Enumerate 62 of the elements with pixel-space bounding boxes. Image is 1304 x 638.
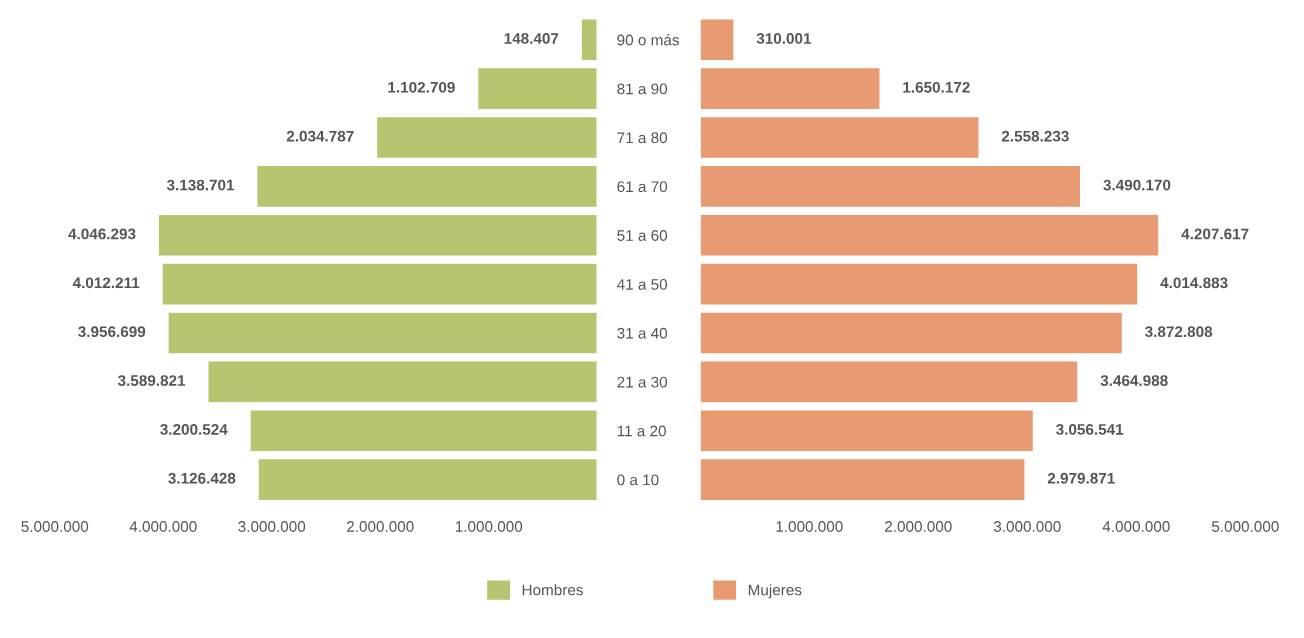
data-label: 4.012.211	[72, 277, 140, 289]
bar	[700, 262, 1139, 306]
x-tick-label: 4.000.000	[129, 521, 197, 532]
x-tick-label: 5.000.000	[21, 521, 89, 532]
x-tick-label: 3.000.000	[238, 521, 306, 532]
data-label: 4.014.883	[1160, 277, 1228, 289]
data-label: 3.589.821	[117, 375, 186, 386]
data-label: 3.056.541	[1056, 424, 1124, 435]
y-tick-label: 21 a 30	[617, 376, 668, 388]
x-tick-label: 5.000.000	[1211, 521, 1279, 532]
legend-label: Hombres	[522, 584, 583, 596]
data-label: 1.102.709	[388, 81, 455, 93]
data-label: 3.138.701	[166, 179, 235, 191]
bar	[375, 115, 598, 160]
x-tick-label: 1.000.000	[455, 521, 523, 532]
bar	[700, 360, 1079, 404]
legend-label: Mujeres	[748, 584, 802, 599]
bar	[167, 311, 598, 355]
bar	[700, 213, 1160, 257]
x-tick-label: 2.000.000	[885, 521, 952, 532]
bar	[700, 457, 1026, 502]
y-tick-label: 31 a 40	[617, 327, 668, 339]
x-tick-label: 1.000.000	[776, 521, 843, 532]
bar	[207, 360, 598, 404]
data-label: 2.558.233	[1001, 130, 1069, 142]
data-label: 148.407	[504, 33, 559, 44]
bar	[700, 164, 1082, 209]
y-tick-label: 41 a 50	[617, 278, 668, 290]
data-label: 310.001	[756, 33, 812, 44]
y-tick-label: 51 a 60	[617, 230, 668, 241]
bar	[700, 18, 735, 62]
y-tick-label: 71 a 80	[617, 132, 668, 144]
bar	[700, 409, 1035, 453]
data-label: 2.979.871	[1047, 472, 1115, 484]
x-tick-label: 3.000.000	[993, 521, 1061, 532]
data-label: 2.034.787	[286, 130, 354, 142]
bar	[161, 262, 598, 306]
data-label: 3.126.428	[168, 472, 236, 484]
bar	[700, 115, 980, 160]
bar	[580, 18, 598, 62]
data-label: 3.872.808	[1145, 326, 1213, 338]
bar	[700, 66, 881, 111]
data-label: 3.490.170	[1103, 179, 1171, 191]
bar	[249, 409, 598, 453]
y-tick-label: 0 a 10	[617, 474, 659, 486]
data-label: 3.956.699	[78, 326, 146, 338]
bar	[476, 66, 598, 111]
y-tick-label: 81 a 90	[617, 83, 668, 95]
data-label: 4.207.617	[1181, 228, 1249, 240]
bar	[157, 213, 598, 257]
data-label: 3.464.988	[1100, 375, 1168, 386]
data-label: 4.046.293	[68, 228, 136, 240]
bar	[700, 311, 1124, 355]
y-tick-label: 90 o más	[617, 34, 679, 46]
x-tick-label: 4.000.000	[1102, 521, 1170, 532]
y-tick-label: 61 a 70	[617, 181, 668, 193]
y-tick-label: 11 a 20	[617, 425, 666, 437]
data-label: 3.200.524	[160, 424, 228, 435]
bar	[257, 457, 598, 502]
data-label: 1.650.172	[903, 81, 970, 93]
x-tick-label: 2.000.000	[347, 521, 414, 532]
bar	[256, 164, 598, 209]
